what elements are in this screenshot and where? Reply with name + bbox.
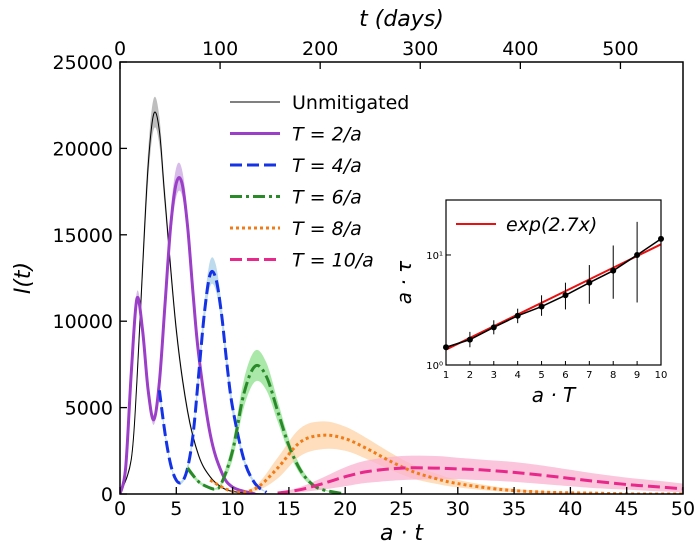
x-tick-label: 4 [514, 370, 520, 381]
data-point [610, 267, 617, 274]
y-tick-label: 10¹ [426, 251, 443, 262]
x-tick-label: 5 [170, 498, 182, 520]
y-tick-label: 0 [101, 484, 113, 506]
x2-tick-label: 300 [402, 38, 438, 60]
legend-label: T = 10/a [292, 250, 374, 272]
y-axis-label: a · τ [392, 260, 416, 304]
series-line [120, 111, 289, 494]
legend-label: T = 6/a [292, 187, 362, 209]
inset-frame [445, 199, 662, 366]
x-tick-label: 8 [610, 370, 616, 381]
fit-line [445, 243, 662, 351]
x2-tick-label: 400 [502, 38, 538, 60]
x-tick-label: 25 [389, 498, 413, 520]
data-point [443, 344, 449, 351]
x-tick-label: 40 [558, 498, 582, 520]
series-line [186, 363, 346, 494]
x-tick-label: 15 [277, 498, 301, 520]
x-tick-label: 5 [538, 370, 544, 381]
y-tick-label: 15000 [53, 225, 113, 247]
data-point [466, 336, 473, 343]
y-tick-label: 5000 [65, 398, 113, 420]
x-tick-label: 7 [586, 370, 592, 381]
x-tick-label: 35 [502, 498, 526, 520]
x-tick-label: 3 [491, 370, 497, 381]
y-tick-label: 25000 [53, 52, 113, 74]
x-tick-label: 10 [655, 370, 668, 381]
data-point [658, 235, 664, 242]
data-point [514, 312, 521, 319]
legend-label: T = 8/a [292, 218, 362, 240]
data-line [445, 238, 662, 348]
x-tick-label: 9 [634, 370, 640, 381]
y-axis-label: I(t) [11, 262, 36, 294]
x-tick-label: 1 [443, 370, 449, 381]
x-tick-label: 30 [446, 498, 470, 520]
data-point [586, 279, 593, 286]
confidence-band [210, 421, 683, 494]
data-point [562, 292, 569, 299]
legend-label: T = 4/a [292, 155, 362, 177]
y-tick-label: 10⁰ [426, 361, 443, 372]
y-tick-label: 10000 [53, 311, 113, 333]
x-axis-label: a · T [532, 383, 577, 407]
x2-tick-label: 0 [114, 38, 126, 60]
legend-label: T = 2/a [292, 124, 362, 146]
data-point [538, 303, 545, 310]
x2-tick-label: 500 [602, 38, 638, 60]
x-tick-label: 50 [671, 498, 695, 520]
x2-tick-label: 100 [202, 38, 238, 60]
x-axis-label: a · t [380, 521, 424, 546]
y-tick-label: 20000 [53, 138, 113, 160]
series-line [157, 269, 268, 494]
x-tick-label: 10 [221, 498, 245, 520]
x-tick-label: 20 [333, 498, 357, 520]
series-line [120, 176, 256, 494]
data-point [490, 324, 497, 331]
x-tick-label: 6 [562, 370, 568, 381]
legend-label: Unmitigated [292, 92, 409, 114]
data-point [634, 251, 641, 258]
x-tick-label: 0 [114, 498, 126, 520]
confidence-band [120, 96, 289, 494]
series-line [209, 433, 683, 494]
series-line [277, 466, 683, 494]
x2-axis-label: t (days) [359, 7, 444, 32]
legend-label: exp(2.7x) [506, 214, 597, 236]
x-tick-label: 2 [467, 370, 473, 381]
confidence-band [277, 455, 683, 494]
x-tick-label: 45 [615, 498, 639, 520]
x2-tick-label: 200 [302, 38, 338, 60]
